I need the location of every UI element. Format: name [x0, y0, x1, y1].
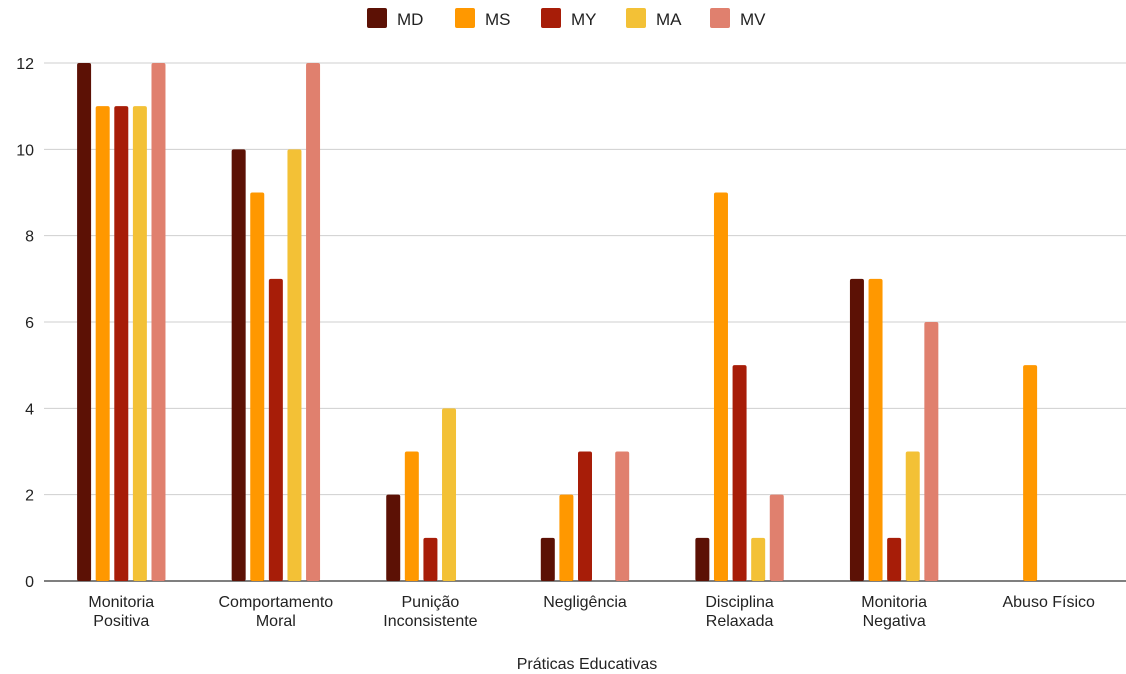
x-axis-title: Práticas Educativas — [517, 656, 658, 673]
legend: MD MS MY MA MV — [367, 8, 766, 29]
x-category-label: Monitoria Positiva — [88, 594, 154, 630]
bar-ma — [132, 106, 147, 582]
bars — [77, 63, 1038, 582]
legend-swatch-my — [541, 8, 561, 28]
bar-ms — [250, 192, 265, 581]
legend-swatch-md — [367, 8, 387, 28]
bar-md — [386, 494, 401, 581]
bar-my — [423, 537, 438, 581]
bar-my — [268, 278, 283, 581]
bar-md — [849, 278, 864, 581]
y-tick-label: 2 — [25, 488, 34, 505]
legend-label-mv: MV — [740, 10, 766, 29]
legend-swatch-mv — [710, 8, 730, 28]
x-axis-categories: Monitoria Positiva Comportamento Moral Puniç… — [88, 594, 1095, 630]
bar-mv — [769, 494, 784, 581]
gridlines — [44, 62, 1126, 582]
bar-mv — [306, 63, 321, 581]
y-tick-label: 10 — [16, 142, 34, 159]
x-category-label: Punição Inconsistente — [383, 594, 477, 630]
bar-md — [695, 537, 710, 581]
legend-label-ma: MA — [656, 10, 682, 29]
bar-md — [540, 537, 555, 581]
bar-ms — [559, 494, 574, 581]
bar-ma — [287, 149, 302, 582]
bar-my — [578, 451, 592, 581]
bar-ms — [1023, 365, 1038, 581]
bar-my — [732, 365, 747, 581]
y-tick-label: 6 — [25, 315, 34, 332]
bar-md — [231, 149, 246, 582]
x-category-label: Abuso Físico — [1002, 594, 1095, 611]
x-category-label: Monitoria Negativa — [861, 594, 927, 630]
y-tick-label: 0 — [25, 574, 34, 591]
bar-ma — [751, 537, 766, 581]
bar-ms — [95, 106, 110, 582]
legend-label-my: MY — [571, 10, 597, 29]
legend-swatch-ms — [455, 8, 475, 28]
bar-my — [114, 106, 129, 582]
bar-md — [77, 63, 92, 581]
bar-mv — [924, 322, 939, 581]
bar-mv — [151, 63, 166, 581]
x-category-label: Negligência — [543, 594, 627, 611]
x-category-label: Disciplina Relaxada — [705, 594, 774, 630]
x-category-label: Comportamento Moral — [218, 594, 333, 630]
bar-ms — [868, 278, 883, 581]
bar-ms — [713, 192, 728, 581]
legend-swatch-ma — [626, 8, 646, 28]
legend-label-ms: MS — [485, 10, 511, 29]
bar-ms — [404, 451, 419, 581]
bar-ma — [905, 451, 920, 581]
legend-label-md: MD — [397, 10, 423, 29]
y-tick-label: 4 — [25, 401, 34, 418]
y-tick-label: 8 — [25, 229, 34, 246]
y-axis-ticks: 0 2 4 6 8 10 12 — [16, 56, 34, 591]
y-tick-label: 12 — [16, 56, 34, 73]
bar-ma — [442, 408, 457, 581]
bar-mv — [615, 451, 630, 581]
bar-my — [887, 537, 902, 581]
